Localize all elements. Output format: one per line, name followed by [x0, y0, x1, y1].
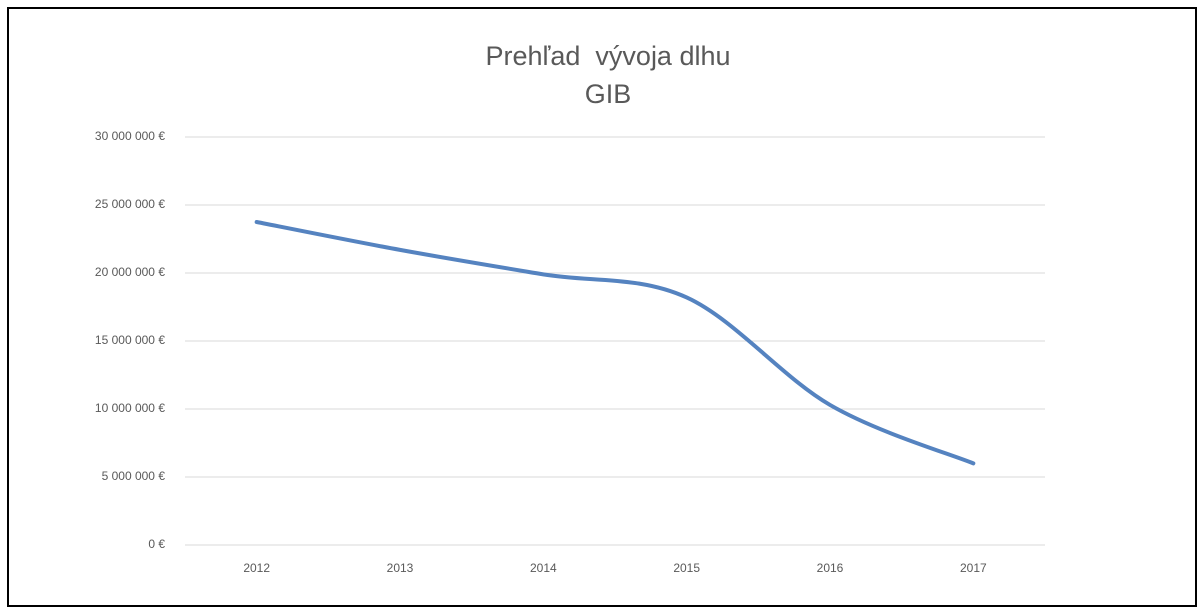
y-tick-label: 10 000 000 €: [95, 401, 165, 415]
x-tick-label: 2017: [960, 561, 987, 575]
y-tick-label: 30 000 000 €: [95, 129, 165, 143]
x-tick-label: 2016: [817, 561, 844, 575]
y-tick-label: 20 000 000 €: [95, 265, 165, 279]
x-tick-label: 2014: [530, 561, 557, 575]
y-tick-label: 0 €: [148, 537, 165, 551]
x-tick-label: 2013: [387, 561, 414, 575]
chart-title: Prehľad vývoja dlhu: [485, 41, 730, 71]
x-tick-label: 2015: [673, 561, 700, 575]
y-tick-label: 15 000 000 €: [95, 333, 165, 347]
chart-subtitle: GIB: [585, 79, 632, 109]
chart-frame: [7, 7, 1197, 607]
x-tick-label: 2012: [243, 561, 270, 575]
line: [254, 220, 976, 466]
y-tick-label: 25 000 000 €: [95, 197, 165, 211]
y-tick-label: 5 000 000 €: [102, 469, 166, 483]
